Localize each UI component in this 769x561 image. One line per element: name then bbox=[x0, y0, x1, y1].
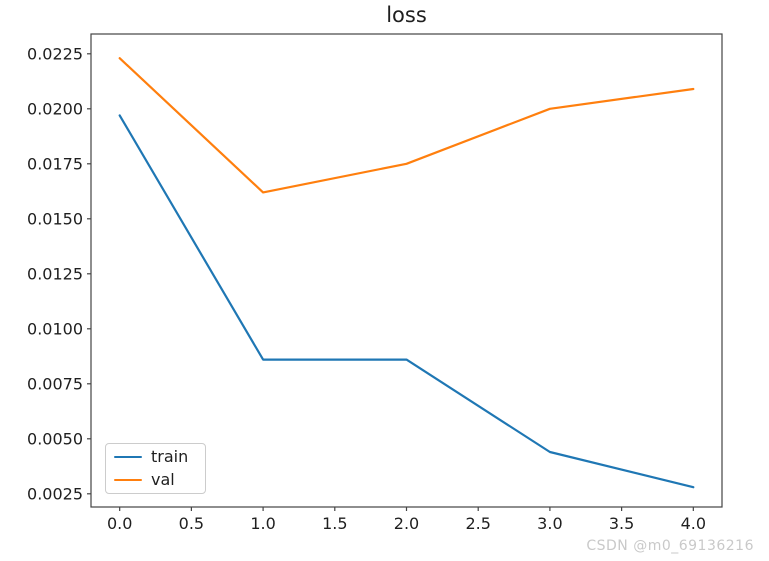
legend-swatch-train bbox=[114, 455, 142, 459]
y-tick-label: 0.0125 bbox=[27, 264, 83, 283]
y-tick-label: 0.0075 bbox=[27, 374, 83, 393]
x-tick-label: 2.5 bbox=[465, 514, 490, 533]
x-tick-label: 3.0 bbox=[537, 514, 562, 533]
y-tick-label: 0.0100 bbox=[27, 319, 83, 338]
x-tick-label: 1.5 bbox=[322, 514, 347, 533]
legend-swatch-val bbox=[114, 478, 142, 482]
y-tick-label: 0.0175 bbox=[27, 154, 83, 173]
x-tick-label: 2.0 bbox=[394, 514, 419, 533]
x-tick-label: 0.0 bbox=[107, 514, 132, 533]
y-tick-label: 0.0225 bbox=[27, 44, 83, 63]
legend-entry-val: val bbox=[114, 470, 205, 490]
x-tick-label: 3.5 bbox=[609, 514, 634, 533]
legend: train val bbox=[105, 443, 206, 494]
legend-entry-train: train bbox=[114, 447, 205, 467]
legend-label-train: train bbox=[151, 447, 189, 466]
x-tick-label: 4.0 bbox=[681, 514, 706, 533]
axes-spines bbox=[90, 33, 723, 508]
x-tick-label: 0.5 bbox=[179, 514, 204, 533]
y-tick-label: 0.0025 bbox=[27, 484, 83, 503]
y-tick-label: 0.0050 bbox=[27, 429, 83, 448]
csdn-watermark: CSDN @m0_69136216 bbox=[586, 538, 754, 554]
y-tick-label: 0.0200 bbox=[27, 99, 83, 118]
legend-label-val: val bbox=[151, 470, 175, 489]
series-line-train bbox=[118, 114, 695, 489]
y-tick-label: 0.0150 bbox=[27, 209, 83, 228]
chart-title: loss bbox=[386, 3, 427, 27]
x-tick-label: 1.0 bbox=[250, 514, 275, 533]
series-line-val bbox=[118, 57, 695, 194]
